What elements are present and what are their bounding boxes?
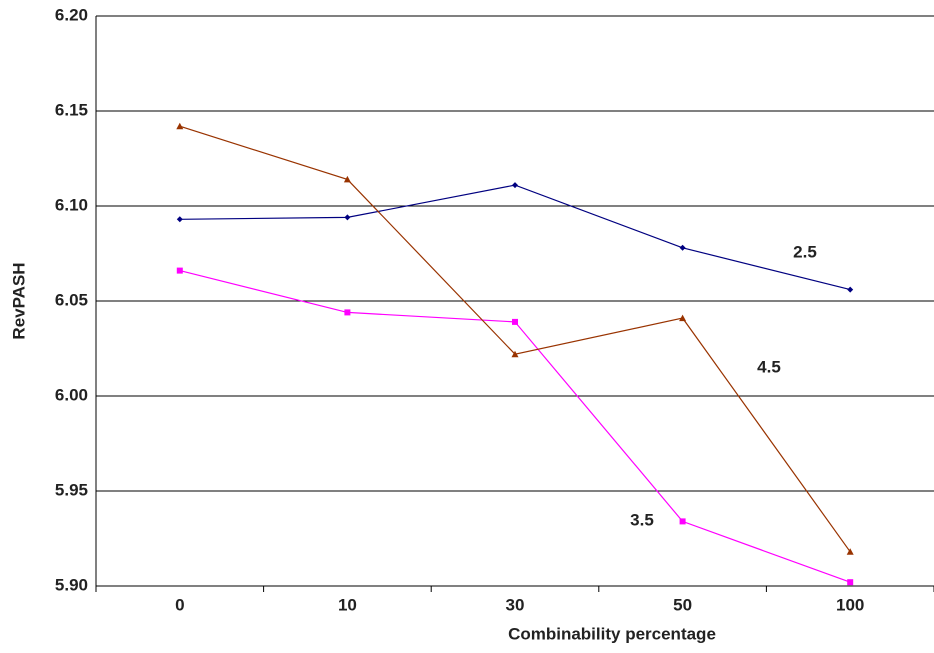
- y-tick-label: 6.10: [55, 195, 88, 214]
- marker: [176, 267, 183, 274]
- y-tick-label: 6.20: [55, 5, 88, 24]
- series-label: 4.5: [757, 357, 781, 376]
- x-axis-title: Combinability percentage: [508, 624, 716, 643]
- marker: [176, 216, 183, 223]
- y-tick-label: 5.95: [55, 480, 88, 499]
- marker: [344, 309, 351, 316]
- marker: [847, 286, 854, 293]
- marker: [847, 579, 854, 586]
- y-axis-title: RevPASH: [9, 262, 28, 339]
- marker: [511, 350, 519, 358]
- series-label: 2.5: [793, 242, 817, 261]
- marker: [846, 548, 854, 555]
- marker: [679, 314, 687, 322]
- x-tick-label: 10: [338, 595, 357, 614]
- series-line: [179, 184, 851, 291]
- marker: [512, 318, 518, 325]
- y-tick-label: 6.05: [55, 290, 88, 309]
- marker: [176, 122, 184, 130]
- x-tick-label: 100: [836, 595, 864, 614]
- marker: [679, 244, 686, 251]
- y-tick-label: 6.00: [55, 385, 88, 404]
- x-tick-label: 50: [673, 595, 692, 614]
- series-label: 3.5: [630, 510, 654, 529]
- x-tick-label: 30: [506, 595, 525, 614]
- marker: [679, 518, 686, 525]
- y-tick-label: 5.90: [55, 575, 88, 594]
- series-line: [179, 125, 851, 553]
- y-tick-label: 6.15: [55, 100, 88, 119]
- series-line: [179, 270, 851, 583]
- x-tick-label: 0: [175, 595, 184, 614]
- marker: [344, 214, 351, 221]
- marker: [343, 175, 351, 183]
- marker: [512, 182, 518, 189]
